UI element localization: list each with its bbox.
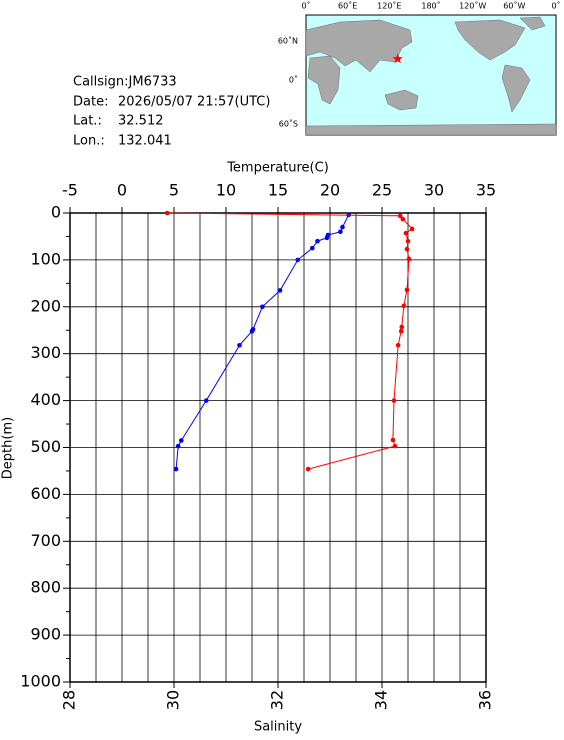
profile-point (390, 437, 396, 443)
map-lon-label: 180˚ (421, 1, 440, 11)
x2-tick-label: 30 (424, 181, 444, 200)
profile-point (164, 210, 170, 216)
map-lat-label: 0˚ (289, 75, 298, 85)
profile-point (397, 213, 403, 219)
profile-point (260, 304, 265, 310)
profile-point (392, 443, 398, 449)
profile-point (305, 466, 311, 472)
lon: 132.041 (118, 134, 172, 149)
x2-tick-label: 10 (216, 181, 236, 200)
x-axis-title: Salinity (254, 720, 302, 735)
profile-point (395, 342, 401, 348)
profile-point (295, 257, 301, 263)
x2-tick-label: 20 (320, 181, 340, 200)
lon-label: Lon.: (73, 134, 105, 149)
y-tick-label: 700 (30, 531, 61, 550)
x-tick-label: 28 (60, 690, 79, 710)
x-tick-label: 34 (372, 690, 391, 710)
profile-point (277, 288, 283, 293)
x2-tick-label: 25 (372, 181, 392, 200)
x-tick-label: 30 (164, 690, 183, 710)
profile-point (400, 216, 406, 222)
map-lon-label: 60˚W (503, 1, 525, 11)
profile-point (178, 438, 184, 443)
y-tick-label: 1000 (20, 672, 61, 691)
y-tick-label: 0 (51, 203, 61, 222)
y-tick-label: 200 (30, 296, 61, 315)
x-tick-label: 36 (476, 690, 495, 710)
y-tick-label: 100 (30, 249, 61, 268)
map-lon-label: 0˚ (551, 1, 560, 11)
profile-line (175, 214, 350, 470)
profile-point (409, 226, 415, 232)
profile-point (340, 224, 345, 230)
x2-axis-title: Temperature(C) (226, 161, 329, 176)
profile-point (175, 443, 181, 449)
land (305, 16, 557, 136)
x-tick-label: 32 (268, 690, 287, 710)
map-lat-label: 60˚N (278, 36, 298, 46)
map-lat-label: 60˚S (279, 119, 298, 129)
x2-tick-label: 5 (169, 181, 179, 200)
date-label: Date: (73, 95, 108, 110)
callsign: Callsign:JM6733 (73, 75, 177, 90)
profile-point (237, 342, 242, 348)
profile-point (315, 238, 320, 244)
lat-label: Lat.: (73, 114, 102, 129)
profile-point (391, 398, 397, 403)
x2-tick-label: 15 (268, 181, 288, 200)
y-tick-label: 600 (30, 484, 61, 503)
x2-tick-label: 0 (117, 181, 127, 200)
y-tick-label: 400 (30, 390, 61, 409)
map-lon-label: 120˚E (377, 1, 401, 11)
profile-point (404, 287, 410, 293)
profile-point (403, 230, 409, 236)
profile-point (406, 256, 412, 262)
map-lon-label: 0˚ (301, 1, 310, 11)
map-lon-label: 60˚E (338, 1, 357, 11)
x2-tick-label: 35 (476, 181, 496, 200)
date: 2026/05/07 21:57(UTC) (118, 95, 270, 110)
y-tick-label: 900 (30, 625, 61, 644)
profile-line (167, 212, 413, 470)
lat: 32.512 (118, 114, 164, 129)
y-axis-title: Depth(m) (1, 417, 16, 479)
y-tick-label: 300 (30, 343, 61, 362)
profile-point (203, 398, 209, 403)
profile-point (405, 238, 411, 244)
world-map (305, 14, 557, 136)
profile-point (324, 235, 330, 241)
map-lon-label: 120˚W (459, 1, 486, 11)
profile-point (404, 246, 410, 252)
profile-point (399, 324, 405, 330)
profile-point (338, 229, 343, 235)
y-tick-label: 500 (30, 437, 61, 456)
y-tick-label: 800 (30, 578, 61, 597)
profile-point (173, 466, 179, 472)
profile-point (249, 328, 255, 334)
station-marker (392, 53, 403, 64)
profile-point (398, 328, 404, 334)
profile-point (310, 245, 315, 251)
x2-tick-label: -5 (62, 181, 78, 200)
profile-point (401, 303, 407, 309)
